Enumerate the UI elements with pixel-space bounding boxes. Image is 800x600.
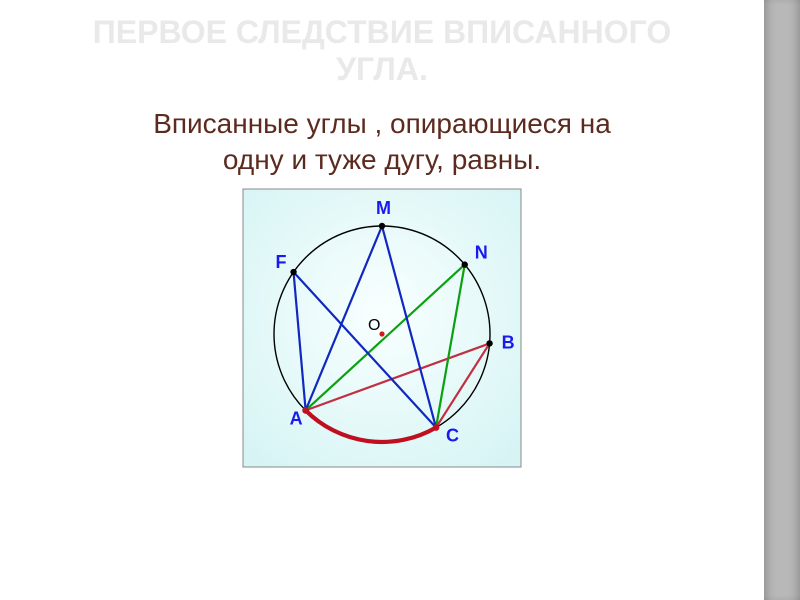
svg-text:A: A [290,409,303,429]
svg-text:B: B [502,333,515,353]
svg-text:M: M [376,198,391,218]
title-line-2: УГЛА. [336,51,428,87]
slide-subtitle: Вписанные углы , опирающиеся на одну и т… [0,106,764,179]
subtitle-line-1: Вписанные углы , опирающиеся на [153,108,611,139]
page: ПЕРВОЕ СЛЕДСТВИЕ ВПИСАННОГО УГЛА. Вписан… [0,0,800,600]
inscribed-angle-diagram: O A C B N M F [242,188,522,468]
title-line-1: ПЕРВОЕ СЛЕДСТВИЕ ВПИСАННОГО [93,14,671,50]
side-stripe [764,0,800,600]
svg-text:C: C [446,426,459,446]
svg-text:F: F [276,252,287,272]
svg-text:N: N [475,243,488,263]
slide-title: ПЕРВОЕ СЛЕДСТВИЕ ВПИСАННОГО УГЛА. [0,14,764,88]
content-area: ПЕРВОЕ СЛЕДСТВИЕ ВПИСАННОГО УГЛА. Вписан… [0,0,764,600]
subtitle-line-2: одну и туже дугу, равны. [223,144,541,175]
svg-text:O: O [368,317,380,334]
